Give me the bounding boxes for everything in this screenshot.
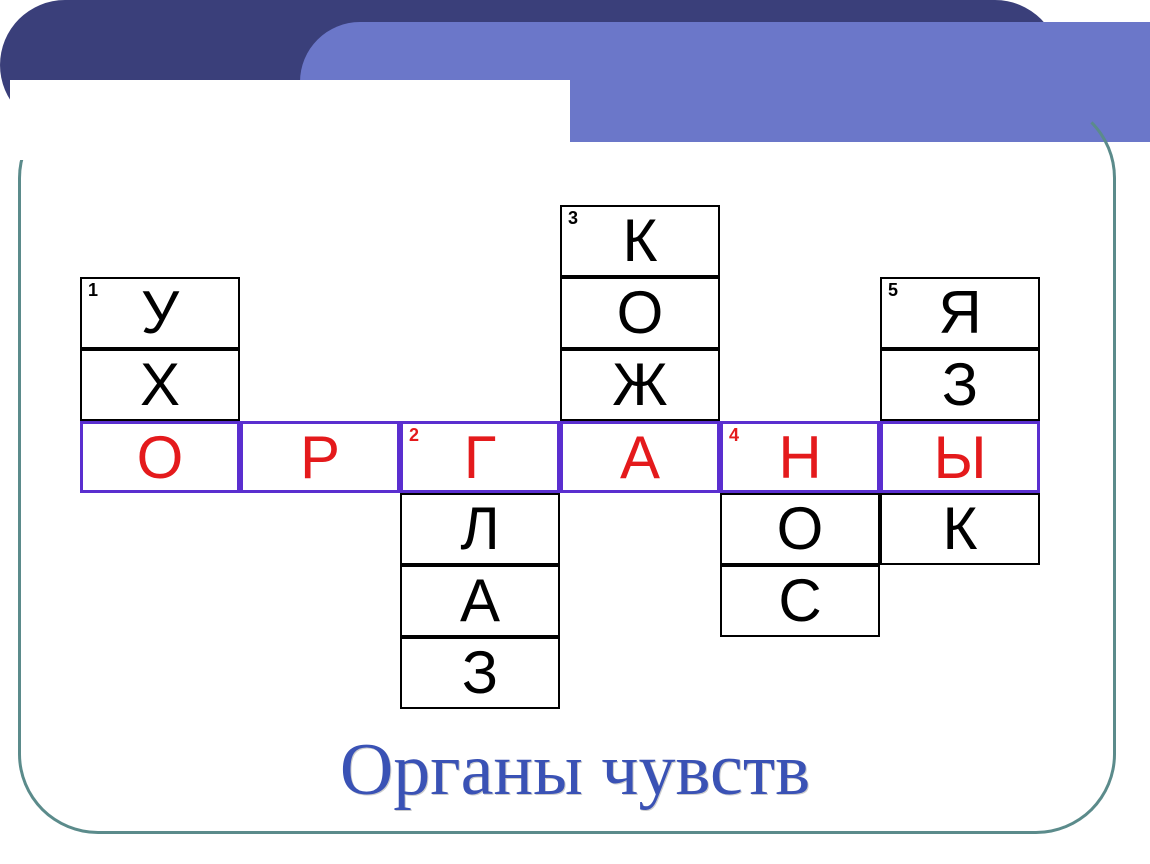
crossword-cell: С <box>720 565 880 637</box>
crossword-cell: Х <box>80 349 240 421</box>
crossword-cell: З <box>880 349 1040 421</box>
crossword-cell: К <box>880 493 1040 565</box>
crossword-cell: Л <box>400 493 560 565</box>
crossword-cell: Ж <box>560 349 720 421</box>
cell-number: 2 <box>409 426 419 444</box>
cell-number: 4 <box>729 426 739 444</box>
content-frame-mask <box>10 80 570 160</box>
crossword-cell: Р <box>240 421 400 493</box>
crossword-cell: Г2 <box>400 421 560 493</box>
cell-number: 3 <box>568 209 578 227</box>
crossword-cell: О <box>720 493 880 565</box>
slide-stage: У1ХЛАЗК3ОЖОСЯ5ЗКОРГ2АН4Ы Органы чувств <box>0 0 1150 864</box>
crossword-cell: К3 <box>560 205 720 277</box>
crossword-cell: Я5 <box>880 277 1040 349</box>
cell-number: 5 <box>888 281 898 299</box>
crossword-cell: О <box>80 421 240 493</box>
crossword-cell: З <box>400 637 560 709</box>
crossword-cell: О <box>560 277 720 349</box>
crossword-cell: А <box>400 565 560 637</box>
crossword-cell: А <box>560 421 720 493</box>
slide-title: Органы чувств <box>0 728 1150 813</box>
crossword-cell: У1 <box>80 277 240 349</box>
crossword-cell: Ы <box>880 421 1040 493</box>
cell-number: 1 <box>88 281 98 299</box>
crossword-cell: Н4 <box>720 421 880 493</box>
